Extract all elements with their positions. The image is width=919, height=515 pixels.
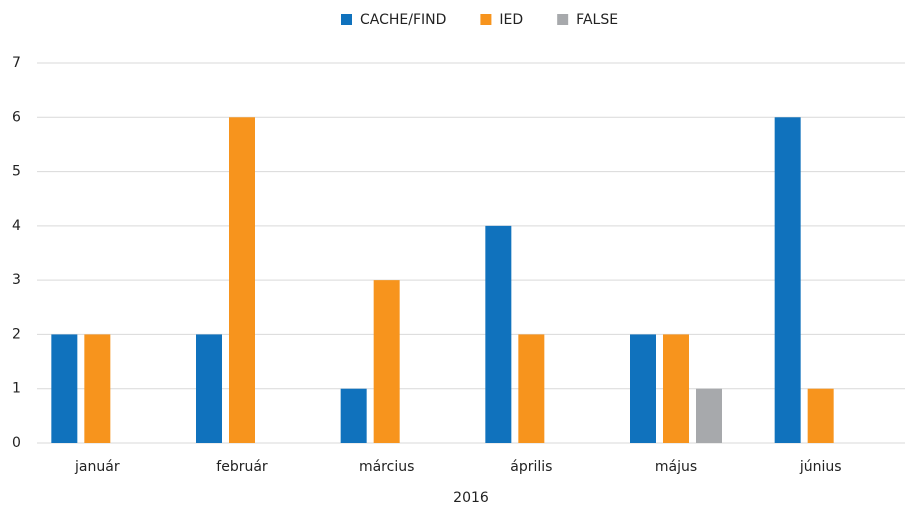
bar [340, 388, 367, 443]
y-tick-label: 0 [12, 435, 21, 451]
bar [663, 334, 689, 443]
bar [485, 225, 512, 443]
bar [51, 334, 78, 443]
y-tick-label: 7 [12, 55, 21, 71]
legend-swatch [557, 14, 569, 25]
legend-swatch [341, 14, 352, 25]
bar [84, 334, 111, 443]
legend-label: CACHE/FIND [360, 12, 446, 28]
y-tick-label: 1 [12, 381, 21, 397]
bar [696, 388, 722, 443]
x-tick-label: február [216, 459, 268, 475]
bar [196, 334, 222, 443]
legend-swatch [480, 14, 492, 25]
x-tick-label: június [799, 459, 842, 475]
x-tick-label: április [510, 459, 552, 475]
bar [630, 334, 656, 443]
y-tick-label: 2 [12, 326, 21, 342]
bar [229, 117, 255, 444]
bar [373, 280, 400, 443]
y-tick-label: 4 [12, 218, 21, 234]
x-axis-title: 2016 [453, 490, 489, 506]
y-tick-label: 5 [12, 164, 21, 180]
y-tick-label: 6 [12, 109, 21, 125]
bar [518, 334, 545, 443]
x-tick-label: március [359, 459, 414, 475]
bar [807, 388, 834, 443]
bar [774, 117, 801, 444]
legend-label: FALSE [576, 12, 618, 28]
x-tick-label: január [74, 459, 120, 475]
legend-label: IED [499, 12, 523, 28]
y-tick-label: 3 [12, 272, 21, 288]
x-tick-label: május [655, 459, 697, 475]
